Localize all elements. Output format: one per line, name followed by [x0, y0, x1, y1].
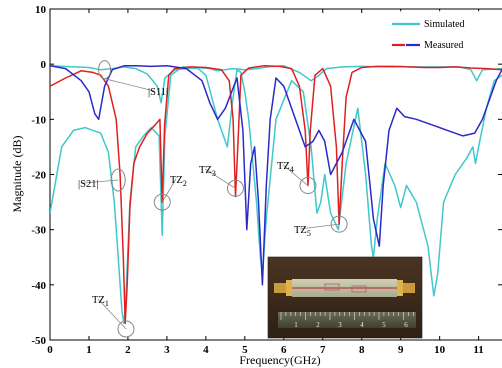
annotation-label-tz3: TZ3	[199, 165, 216, 178]
x-tick-label: 6	[281, 344, 287, 356]
y-tick-label: -50	[31, 335, 46, 347]
annotation-circle-tz1	[117, 320, 135, 338]
legend-label-measured: Measured	[424, 40, 463, 51]
simulated-s11-line	[50, 65, 502, 104]
annotation-leader-tz1	[97, 298, 127, 330]
annotation-leader-s21	[83, 179, 119, 184]
x-tick-label: 9	[398, 344, 404, 356]
ruler-number: 1	[294, 321, 298, 329]
y-tick-label: -40	[31, 280, 46, 292]
x-tick-label: 8	[359, 344, 365, 356]
y-tick-label: 0	[41, 59, 47, 71]
x-tick-label: 7	[320, 344, 326, 356]
annotation-label-tz1: TZ1	[92, 295, 109, 308]
y-axis: 10 0 -10 -20 -30 -40 -50 Magnitude (dB)	[10, 4, 502, 347]
x-axis: 0 1 2 3 4 5 6 7 8 9 10 11 Frequency(GHz)	[47, 9, 484, 367]
x-tick-label: 2	[125, 344, 131, 356]
x-tick-label: 5	[242, 344, 248, 356]
ruler-number: 4	[360, 321, 364, 329]
legend-label-simulated: Simulated	[424, 19, 465, 30]
ruler-marks: 1 2 3 4 5 6	[280, 312, 414, 329]
series-group	[50, 65, 502, 325]
annotation-label-tz5: TZ5	[294, 225, 311, 238]
annotation-label-tz2: TZ2	[170, 175, 187, 188]
annotation-leader-tz5	[299, 223, 340, 230]
x-tick-label: 3	[164, 344, 170, 356]
annotation-circle-tz3	[226, 179, 244, 197]
annotation-leader-tz4	[282, 164, 309, 186]
annotation-circle-tz2	[153, 193, 171, 211]
ruler-number: 5	[382, 321, 386, 329]
connector-left-body	[274, 283, 286, 293]
annotation-label-s21: |S21|	[78, 179, 99, 190]
y-tick-label: 10	[35, 4, 47, 16]
connector-right-flange	[397, 280, 403, 296]
pcb-resonator-right	[351, 285, 367, 293]
annotation-circle-tz5	[330, 215, 348, 233]
y-tick-label: -20	[31, 170, 46, 182]
annotation-leader-s11	[104, 78, 155, 92]
x-tick-label: 11	[473, 344, 483, 356]
legend-box	[388, 11, 498, 56]
ruler-number: 2	[316, 321, 320, 329]
measured-s11-line	[50, 65, 502, 286]
inset-photo: 1 2 3 4 5 6	[267, 256, 423, 339]
y-tick-label: -10	[31, 114, 46, 126]
legend: Simulated Measured	[388, 11, 498, 56]
connector-right-body	[403, 283, 415, 293]
annotation-label-tz4: TZ4	[277, 161, 294, 174]
y-tick-label: -30	[31, 225, 46, 237]
x-tick-label: 1	[86, 344, 92, 356]
ruler-number: 3	[338, 321, 342, 329]
x-tick-label: 4	[203, 344, 209, 356]
annotation-circle-s21	[110, 168, 126, 192]
ruler	[278, 312, 416, 328]
x-tick-label: 0	[47, 344, 53, 356]
y-axis-title: Magnitude (dB)	[10, 136, 24, 213]
pcb-resonator-left	[324, 283, 340, 291]
annotation-circle-tz4	[299, 177, 317, 195]
ruler-number: 6	[404, 321, 408, 329]
annotation-leader-tz2	[161, 178, 177, 203]
x-axis-title: Frequency(GHz)	[239, 353, 320, 367]
annotation-leader-tz3	[204, 168, 236, 189]
x-tick-label: 10	[434, 344, 446, 356]
annotation-label-s11: |S11|	[148, 87, 168, 98]
annotations: |S11| |S21| TZ1 TZ2 TZ3 TZ4 TZ5	[78, 60, 348, 338]
measured-s21-line	[50, 65, 502, 325]
connector-left-flange	[286, 280, 292, 296]
